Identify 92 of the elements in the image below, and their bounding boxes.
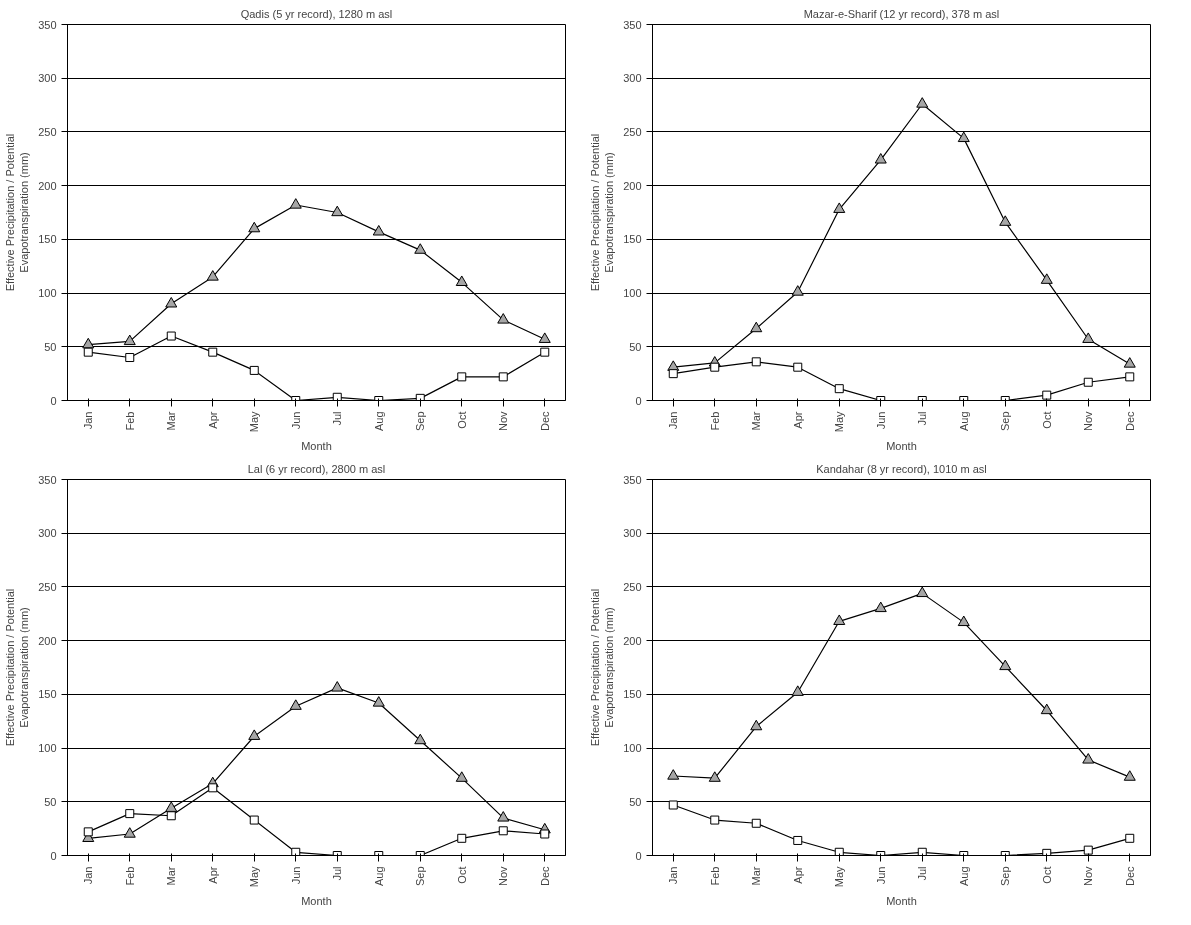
y-tick-label: 200 [623, 179, 642, 192]
y-tick-label: 0 [50, 394, 57, 407]
x-tick-label: Sep [999, 411, 1012, 432]
x-tick-label: Mar [750, 866, 763, 886]
x-tick-label: Feb [123, 866, 136, 886]
x-tick-label: Oct [1040, 411, 1053, 429]
x-tick-label: Jun [874, 866, 887, 885]
chart-title: Lal (6 yr record), 2800 m asl [247, 462, 386, 475]
y-axis-title: Effective Precipitation / Potential Evapotranspiration (mm) [588, 133, 616, 292]
x-tick-label: Jan [667, 866, 680, 885]
y-tick-label: 250 [38, 580, 57, 593]
x-tick-label: Jul [331, 411, 344, 426]
x-axis-title: Month [301, 895, 332, 908]
x-tick-label: Dec [1123, 866, 1136, 887]
x-tick-label: Jul [916, 411, 929, 426]
x-tick-label: Nov [1082, 866, 1095, 887]
y-tick-label: 250 [623, 125, 642, 138]
x-tick-label: Jan [82, 411, 95, 430]
x-tick-label: Mar [165, 411, 178, 431]
x-tick-label: May [248, 411, 261, 433]
x-tick-label: Dec [538, 411, 551, 432]
x-tick-label: Dec [1123, 411, 1136, 432]
y-tick-label: 200 [623, 634, 642, 647]
x-tick-label: May [833, 866, 846, 888]
y-tick-label: 100 [623, 287, 642, 300]
y-tick-label: 150 [623, 688, 642, 701]
x-tick-label: Jan [82, 866, 95, 885]
x-tick-label: Jun [289, 411, 302, 430]
x-tick-label: Jun [874, 411, 887, 430]
x-tick-label: Oct [455, 866, 468, 884]
x-tick-label: Jul [331, 866, 344, 881]
x-tick-label: Nov [1082, 411, 1095, 432]
x-tick-label: Jun [289, 866, 302, 885]
y-tick-label: 0 [635, 394, 642, 407]
y-tick-label: 350 [623, 473, 642, 486]
y-axis-title: Effective Precipitation / Potential Evapotranspiration (mm) [3, 133, 31, 292]
y-tick-label: 100 [623, 742, 642, 755]
y-tick-label: 150 [38, 688, 57, 701]
x-tick-label: Feb [708, 866, 721, 886]
y-tick-label: 350 [38, 473, 57, 486]
y-tick-label: 100 [38, 287, 57, 300]
x-tick-label: Jul [916, 866, 929, 881]
x-axis-title: Month [301, 440, 332, 453]
x-tick-label: May [248, 866, 261, 888]
x-tick-label: Aug [957, 866, 970, 887]
x-tick-label: Sep [999, 866, 1012, 887]
x-tick-label: Oct [455, 411, 468, 429]
x-tick-label: Aug [957, 411, 970, 432]
y-tick-label: 300 [623, 527, 642, 540]
y-tick-label: 250 [623, 580, 642, 593]
y-tick-label: 50 [44, 795, 57, 808]
x-axis-title: Month [886, 440, 917, 453]
x-tick-label: Nov [497, 411, 510, 432]
y-tick-label: 150 [38, 233, 57, 246]
x-tick-label: Apr [206, 411, 219, 429]
chart-title: Kandahar (8 yr record), 1010 m asl [816, 462, 987, 475]
y-tick-label: 200 [38, 634, 57, 647]
x-tick-label: Mar [165, 866, 178, 886]
x-tick-label: Sep [414, 411, 427, 432]
chart-title: Mazar-e-Sharif (12 yr record), 378 m asl [803, 7, 1000, 20]
x-tick-label: Aug [372, 411, 385, 432]
x-axis-title: Month [886, 895, 917, 908]
x-tick-label: Nov [497, 866, 510, 887]
y-tick-label: 300 [38, 72, 57, 85]
y-tick-label: 50 [629, 340, 642, 353]
x-tick-label: Feb [123, 411, 136, 431]
y-tick-label: 350 [38, 18, 57, 31]
x-tick-label: May [833, 411, 846, 433]
x-tick-label: Oct [1040, 866, 1053, 884]
y-tick-label: 150 [623, 233, 642, 246]
x-tick-label: Apr [206, 866, 219, 884]
y-axis-title: Effective Precipitation / Potential Evapotranspiration (mm) [588, 588, 616, 747]
x-tick-label: Apr [791, 866, 804, 884]
y-tick-label: 350 [623, 18, 642, 31]
y-axis-title: Effective Precipitation / Potential Evapotranspiration (mm) [3, 588, 31, 747]
y-tick-label: 50 [44, 340, 57, 353]
y-tick-label: 100 [38, 742, 57, 755]
y-tick-label: 300 [623, 72, 642, 85]
chart-title: Qadis (5 yr record), 1280 m asl [240, 7, 393, 20]
y-tick-label: 0 [50, 849, 57, 862]
y-tick-label: 50 [629, 795, 642, 808]
x-tick-label: Feb [708, 411, 721, 431]
x-tick-label: Sep [414, 866, 427, 887]
x-tick-label: Jan [667, 411, 680, 430]
x-tick-label: Aug [372, 866, 385, 887]
x-tick-label: Apr [791, 411, 804, 429]
y-tick-label: 200 [38, 179, 57, 192]
x-tick-label: Mar [750, 411, 763, 431]
x-tick-label: Dec [538, 866, 551, 887]
y-tick-label: 300 [38, 527, 57, 540]
y-tick-label: 250 [38, 125, 57, 138]
y-tick-label: 0 [635, 849, 642, 862]
